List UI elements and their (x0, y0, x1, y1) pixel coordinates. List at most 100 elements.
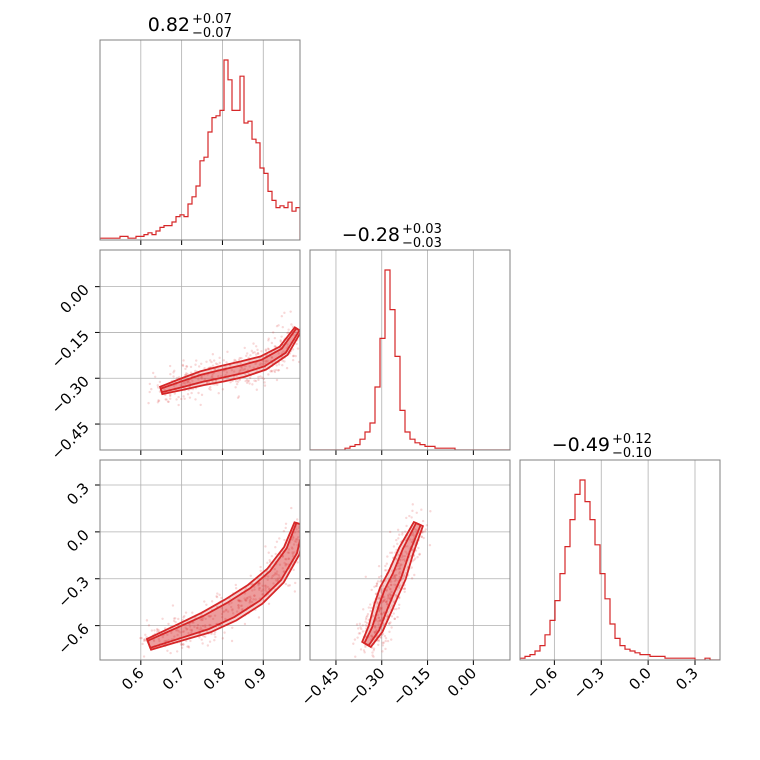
sample-point (373, 626, 377, 629)
sample-point (380, 612, 383, 615)
sample-point (224, 609, 228, 612)
sample-point (401, 555, 405, 558)
sample-point (169, 397, 172, 400)
sample-point (247, 379, 251, 382)
sample-point (421, 519, 425, 523)
sample-point (172, 619, 176, 623)
param-plus-error: +0.07 (192, 12, 232, 27)
sample-point (381, 650, 384, 653)
sample-point (220, 374, 223, 378)
sample-point (292, 354, 295, 357)
sample-point (295, 538, 299, 541)
sample-point (385, 589, 388, 592)
sample-point (405, 552, 409, 555)
sample-point (163, 627, 167, 630)
sample-point (306, 325, 308, 327)
sample-point (245, 381, 249, 385)
sample-point (283, 561, 286, 565)
sample-point (231, 608, 234, 611)
sample-point (293, 540, 297, 543)
sample-point (145, 619, 149, 622)
sample-point (412, 534, 416, 538)
sample-point (264, 349, 268, 352)
sample-point (385, 562, 389, 565)
contour-outer-fill (146, 522, 300, 650)
sample-point (261, 593, 264, 596)
sample-point (210, 360, 213, 364)
sample-point (185, 365, 189, 368)
sample-point (358, 622, 362, 626)
sample-point (385, 615, 388, 618)
sample-point (273, 345, 276, 348)
sample-point (236, 380, 240, 383)
sample-point (157, 637, 161, 641)
sample-point (205, 360, 208, 363)
sample-point (237, 395, 241, 398)
sample-point (267, 602, 271, 605)
sample-point (284, 526, 287, 530)
sample-point (377, 643, 380, 646)
sample-point (364, 575, 367, 578)
sample-point (220, 596, 223, 600)
sample-point (294, 581, 297, 585)
sample-point (372, 647, 376, 650)
sample-point (395, 558, 398, 561)
sample-point (403, 558, 406, 561)
sample-point (272, 573, 275, 577)
x-tick-label: −0.30 (343, 664, 388, 709)
sample-point (248, 376, 252, 380)
sample-point (173, 369, 176, 373)
sample-point (266, 359, 269, 363)
sample-point (203, 367, 206, 370)
sample-point (180, 643, 183, 647)
sample-point (175, 650, 179, 653)
sample-point (215, 595, 219, 599)
sample-point (142, 639, 146, 643)
sample-point (420, 508, 423, 511)
sample-point (211, 374, 214, 378)
sample-point (214, 362, 218, 365)
sample-point (304, 522, 306, 524)
sample-point (379, 580, 382, 583)
sample-point (396, 564, 399, 568)
sample-point (382, 599, 386, 602)
sample-point (243, 346, 246, 350)
sample-point (221, 388, 225, 391)
sample-point (176, 633, 179, 637)
sample-point (275, 378, 279, 382)
sample-point (392, 574, 396, 577)
sample-point (416, 555, 419, 559)
contour-outer-line (145, 521, 300, 651)
sample-point (382, 600, 385, 603)
sample-point (161, 635, 165, 639)
sample-point (270, 576, 274, 580)
sample-point (420, 535, 423, 539)
sample-point (156, 630, 159, 634)
sample-point (184, 382, 187, 385)
sample-point (214, 379, 218, 383)
sample-point (399, 563, 402, 566)
sample-point (418, 552, 421, 556)
sample-point (254, 362, 257, 366)
sample-point (273, 568, 277, 571)
sample-point (228, 603, 231, 606)
sample-point (188, 625, 192, 628)
sample-point (282, 529, 286, 533)
sample-point (301, 358, 303, 360)
sample-point (361, 624, 365, 627)
sample-point (423, 530, 426, 533)
sample-point (272, 582, 275, 585)
sample-point (264, 359, 267, 363)
sample-point (276, 577, 280, 580)
sample-point (277, 363, 281, 366)
sample-point (358, 632, 362, 635)
sample-point (185, 381, 189, 384)
sample-point (235, 610, 239, 613)
sample-point (377, 616, 381, 619)
sample-point (285, 558, 288, 561)
sample-point (245, 597, 249, 600)
sample-point (239, 368, 243, 372)
sample-point (253, 588, 256, 591)
sample-point (210, 375, 213, 379)
sample-point (173, 635, 176, 638)
